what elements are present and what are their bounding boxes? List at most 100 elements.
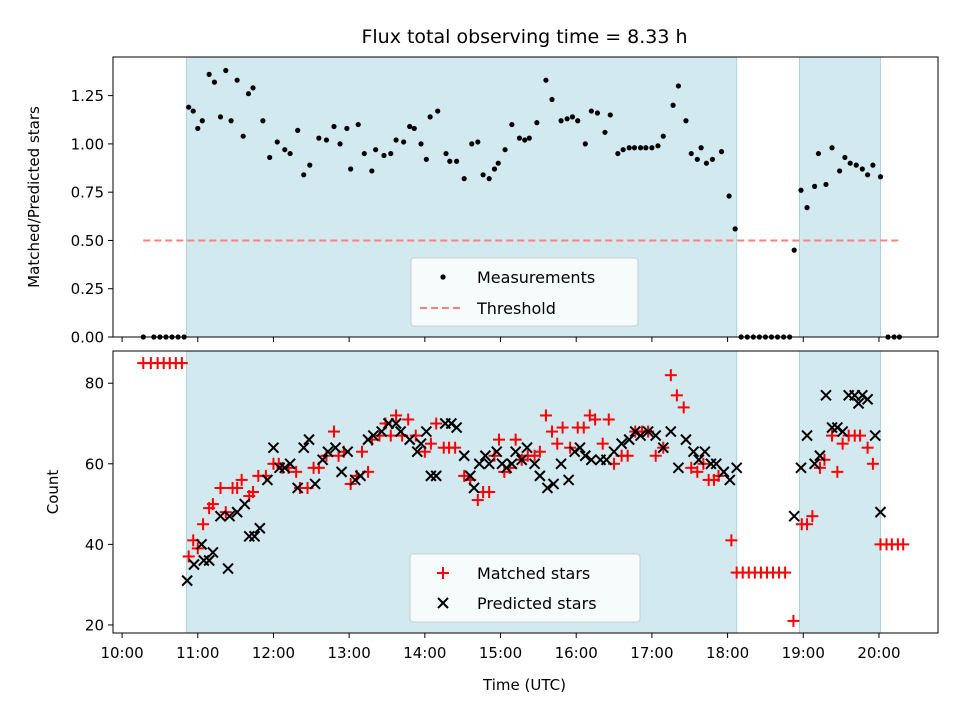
x-tick-label: 14:00	[403, 644, 446, 662]
legend-measurements-label: Measurements	[477, 268, 595, 287]
matched-star-point	[691, 465, 704, 478]
measurement-point	[418, 141, 424, 147]
measurement-point	[295, 127, 301, 133]
bottom-panel: 20 40 60 80 10:00 11:00 12:00 13:00 14:00 15:00 1…	[44, 350, 939, 694]
measurement-point	[282, 147, 288, 153]
measurement-point	[837, 168, 843, 174]
observing-window-span	[798, 56, 881, 338]
predicted-star-point	[214, 510, 227, 522]
y-tick-label: 40	[85, 536, 104, 554]
measurement-point	[626, 145, 632, 151]
matched-star-point	[596, 437, 609, 450]
measurement-point	[842, 154, 848, 161]
predicted-star-point	[303, 433, 315, 446]
measurement-point	[274, 139, 280, 145]
predicted-star-point	[801, 429, 813, 442]
measurement-point	[534, 120, 540, 126]
measurement-point	[250, 85, 256, 91]
measurement-point	[703, 160, 709, 166]
predicted-star-point	[509, 446, 522, 458]
predicted-star-point	[420, 425, 433, 438]
bottom-y-axis-label: Count	[44, 470, 62, 515]
measurement-point	[234, 77, 240, 83]
measurement-point	[509, 121, 515, 128]
y-tick-label: 0.00	[71, 329, 104, 347]
predicted-star-point	[642, 425, 654, 438]
predicted-star-point	[718, 466, 730, 478]
measurement-point	[443, 150, 449, 157]
matched-star-point	[806, 510, 819, 523]
predicted-star-point	[267, 441, 280, 454]
matched-star-point	[725, 534, 738, 547]
predicted-star-point	[188, 558, 200, 571]
predicted-star-point	[222, 562, 234, 575]
measurement-point	[582, 141, 588, 147]
measurement-point	[469, 141, 475, 147]
legend-measurements-marker	[440, 274, 446, 280]
measurement-point	[607, 112, 613, 118]
measurement-point	[316, 135, 322, 141]
measurement-point	[543, 77, 549, 83]
predicted-star-point	[788, 510, 800, 522]
matched-star-point	[373, 429, 386, 442]
measurement-point	[223, 67, 229, 74]
measurement-point	[688, 150, 694, 157]
x-tick-label: 20:00	[857, 644, 900, 662]
predicted-star-point	[390, 417, 402, 430]
measurement-point	[558, 118, 564, 124]
x-tick-label: 10:00	[100, 644, 143, 662]
legend-matched-marker	[437, 567, 449, 579]
measurement-point	[594, 110, 601, 116]
measurement-point	[502, 147, 508, 153]
matched-star-point	[231, 481, 244, 494]
measurement-point	[859, 166, 865, 172]
predicted-star-point	[450, 421, 463, 434]
predicted-star-point	[195, 538, 208, 551]
measurement-point	[195, 125, 201, 132]
bottom-legend-box	[409, 553, 641, 623]
predicted-star-point	[836, 425, 849, 438]
predicted-star-point	[521, 441, 533, 454]
matched-star-point	[670, 389, 683, 402]
measurement-point	[870, 162, 876, 168]
measurement-point	[649, 145, 655, 151]
matched-star-point	[449, 441, 462, 454]
bottom-legend: Matched stars Predicted stars	[409, 553, 641, 623]
measurement-point	[427, 114, 433, 120]
matched-star-point	[779, 566, 792, 579]
measurement-point	[791, 247, 797, 253]
matched-star-point	[424, 437, 437, 450]
predicted-star-point	[367, 429, 380, 442]
predicted-star-point	[534, 470, 546, 482]
measurement-point	[877, 174, 884, 180]
measurement-point	[307, 162, 313, 168]
predicted-star-point	[562, 474, 575, 486]
predicted-star-point	[649, 429, 662, 442]
predicted-star-point	[203, 554, 215, 567]
observing-window-span	[798, 350, 881, 634]
predicted-star-point	[298, 441, 310, 454]
measurement-point	[804, 205, 810, 211]
measurement-point	[381, 152, 387, 159]
measurement-point	[388, 150, 394, 157]
measurement-point	[615, 150, 621, 157]
measurement-point	[660, 133, 666, 139]
predicted-star-point	[795, 462, 807, 474]
measurement-point	[564, 116, 570, 122]
matched-star-point	[430, 417, 443, 430]
legend-predicted-marker	[437, 597, 449, 609]
y-tick-label: 0.75	[71, 184, 104, 202]
measurement-point	[423, 156, 429, 162]
measurement-point	[348, 166, 354, 172]
x-tick-label: 17:00	[630, 644, 673, 662]
x-tick-label: 19:00	[782, 644, 825, 662]
measurement-point	[461, 176, 467, 182]
predicted-star-point	[874, 506, 887, 518]
top-axes-frame	[112, 56, 939, 338]
matched-star-point	[471, 494, 484, 507]
predicted-star-point	[483, 458, 495, 470]
measurement-point	[588, 108, 594, 114]
top-legend-box	[410, 257, 639, 327]
predicted-star-point	[852, 397, 865, 410]
